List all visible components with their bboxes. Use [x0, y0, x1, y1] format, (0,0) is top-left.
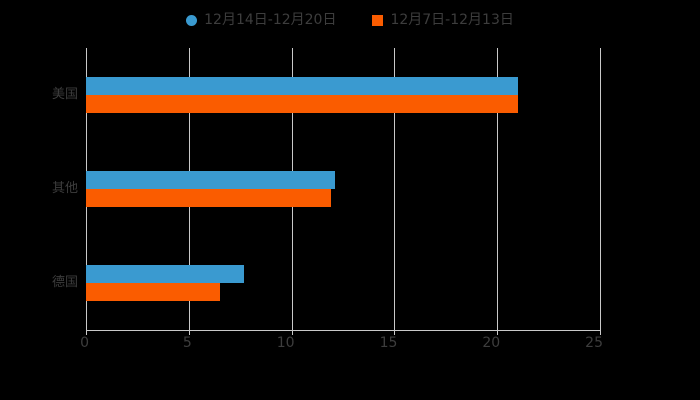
gridline-x-4 [497, 48, 499, 330]
x-tick-label-1: 5 [182, 335, 192, 351]
x-tick-mark-4 [497, 330, 499, 335]
bar-0-0[interactable] [86, 77, 518, 95]
x-tick-label-4: 20 [482, 335, 501, 351]
x-tick-label-2: 10 [276, 335, 295, 351]
y-axis-label-0: 美国 [51, 87, 78, 102]
y-axis-category-labels: 美国 其他 德国 [0, 48, 78, 330]
bar-1-0[interactable] [86, 171, 335, 189]
chart-legend: 12月14日-12月20日 12月7日-12月13日 [0, 8, 700, 32]
bar-2-1[interactable] [86, 283, 220, 301]
legend-marker-circle-icon [186, 14, 198, 26]
legend-label-series-1: 12月7日-12月13日 [390, 12, 514, 28]
gridline-x-3 [394, 48, 396, 330]
bar-1-1[interactable] [86, 189, 331, 207]
bar-0-1[interactable] [86, 95, 518, 113]
plot-area [86, 48, 601, 330]
x-tick-mark-1 [188, 330, 190, 335]
gridline-x-5 [600, 48, 601, 330]
bar-2-0[interactable] [86, 265, 245, 283]
y-axis-label-1: 其他 [51, 181, 78, 196]
x-tick-mark-0 [86, 330, 87, 335]
x-tick-mark-5 [600, 330, 601, 335]
legend-item-series-1[interactable]: 12月7日-12月13日 [372, 12, 514, 28]
x-tick-label-5: 25 [585, 335, 603, 351]
x-tick-mark-2 [291, 330, 293, 335]
legend-label-series-0: 12月14日-12月20日 [204, 12, 337, 28]
legend-item-series-0[interactable]: 12月14日-12月20日 [186, 13, 336, 27]
x-tick-label-3: 15 [379, 335, 398, 351]
y-axis-label-2: 德国 [51, 275, 78, 290]
legend-marker-square-icon [372, 14, 384, 26]
x-tick-mark-3 [394, 330, 396, 335]
x-axis-line [86, 330, 600, 331]
x-tick-label-0: 0 [80, 335, 89, 351]
